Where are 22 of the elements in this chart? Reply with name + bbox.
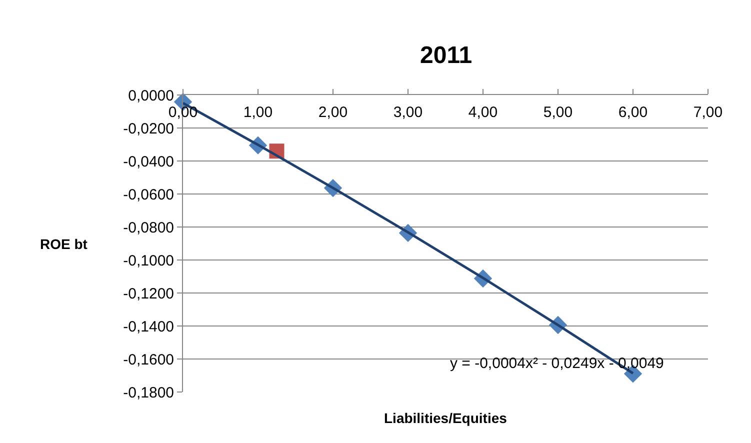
x-tick-label: 0,00 (168, 104, 198, 121)
y-tick-label: -0,1000 (123, 252, 174, 270)
y-axis-title: ROE bt (40, 236, 88, 252)
x-tick-label: 7,00 (693, 104, 723, 121)
y-tick-label: -0,0400 (123, 153, 174, 170)
x-tick-label: 2,00 (318, 104, 348, 121)
y-tick-label: -0,1200 (123, 285, 174, 302)
x-axis-title: Liabilities/Equities (384, 410, 508, 426)
y-tick-label: -0,1400 (123, 318, 174, 336)
x-tick-label: 1,00 (243, 104, 273, 121)
annotation: y = -0,0004x² - 0,0249x - 0,0049 (450, 355, 664, 372)
y-tick-label: 0,0000 (128, 87, 174, 104)
x-tick-label: 3,00 (393, 104, 423, 121)
y-tick-label: -0,0200 (123, 120, 174, 138)
x-tick-label: 6,00 (618, 104, 648, 121)
x-tick-label: 4,00 (468, 104, 498, 121)
chart-title: 2011 (420, 42, 472, 69)
y-tick-label: -0,0800 (123, 219, 174, 236)
x-tick-label: 5,00 (543, 104, 573, 121)
y-tick-label: -0,1600 (123, 351, 174, 368)
y-tick-label: -0,0600 (123, 186, 174, 204)
y-tick-label: -0,1800 (123, 384, 174, 402)
